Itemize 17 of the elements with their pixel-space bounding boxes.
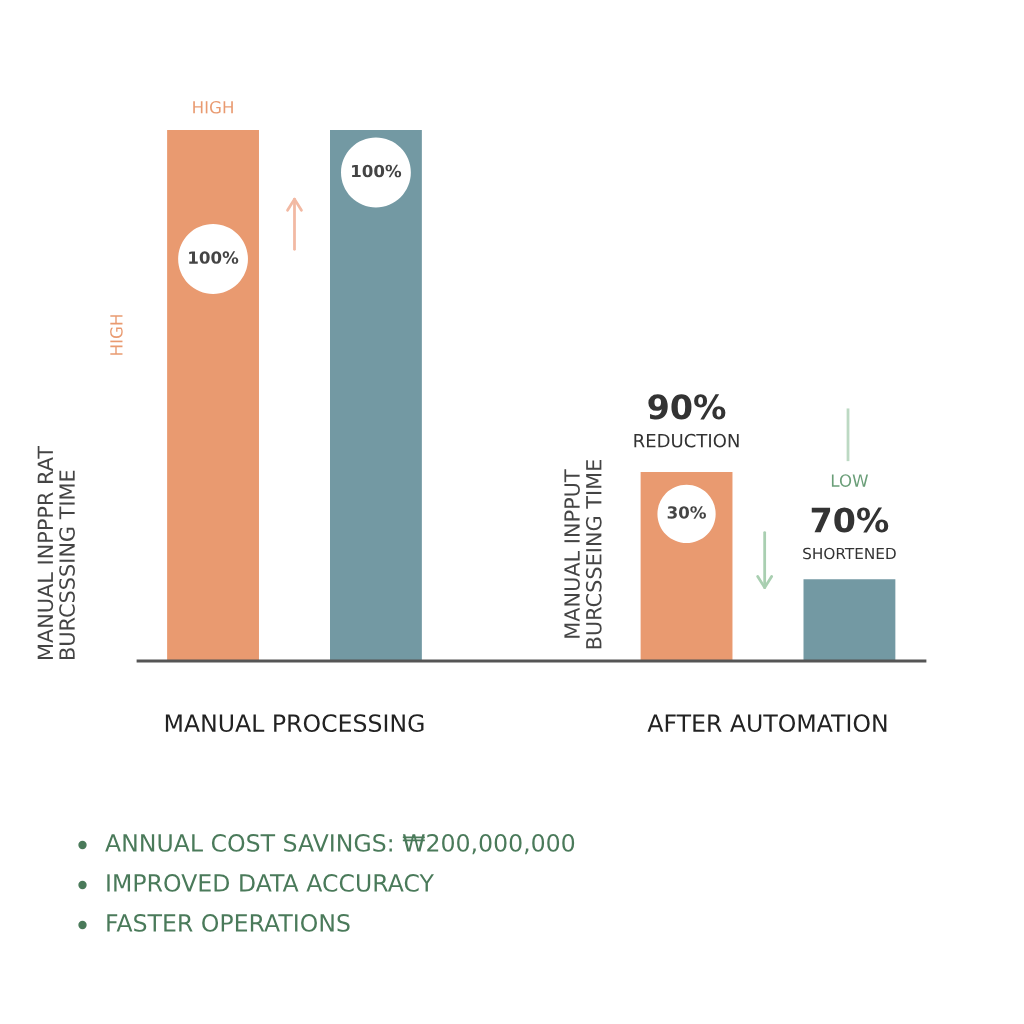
y-axis-title: MANUAL INPPPR RAT BURCSSSING TIME <box>37 445 75 659</box>
annotation: 100% <box>352 164 402 178</box>
annotation: 70% <box>811 507 889 533</box>
text: HIGH <box>110 315 123 355</box>
annotation: SHORTENED <box>803 547 896 560</box>
text: FASTER OPERATIONS <box>107 913 350 932</box>
annotation: 30% <box>667 506 706 519</box>
text: ANNUAL COST SAVINGS: ₩200,000,000 <box>105 833 575 855</box>
text: IMPROVED DATA ACCURACY <box>107 873 434 892</box>
x-tick-label: MANUAL PROCESSING <box>165 714 424 733</box>
annotation: LOW <box>831 474 869 487</box>
text: HIGH <box>193 100 233 114</box>
annotation: MANUAL INPPUT BURCSSEING TIME <box>564 460 602 649</box>
annotation: 100% <box>189 251 239 264</box>
annotation: 90% <box>648 394 726 420</box>
x-tick-label: AFTER AUTOMATION <box>647 714 887 733</box>
annotation: REDUCTION <box>634 433 739 448</box>
